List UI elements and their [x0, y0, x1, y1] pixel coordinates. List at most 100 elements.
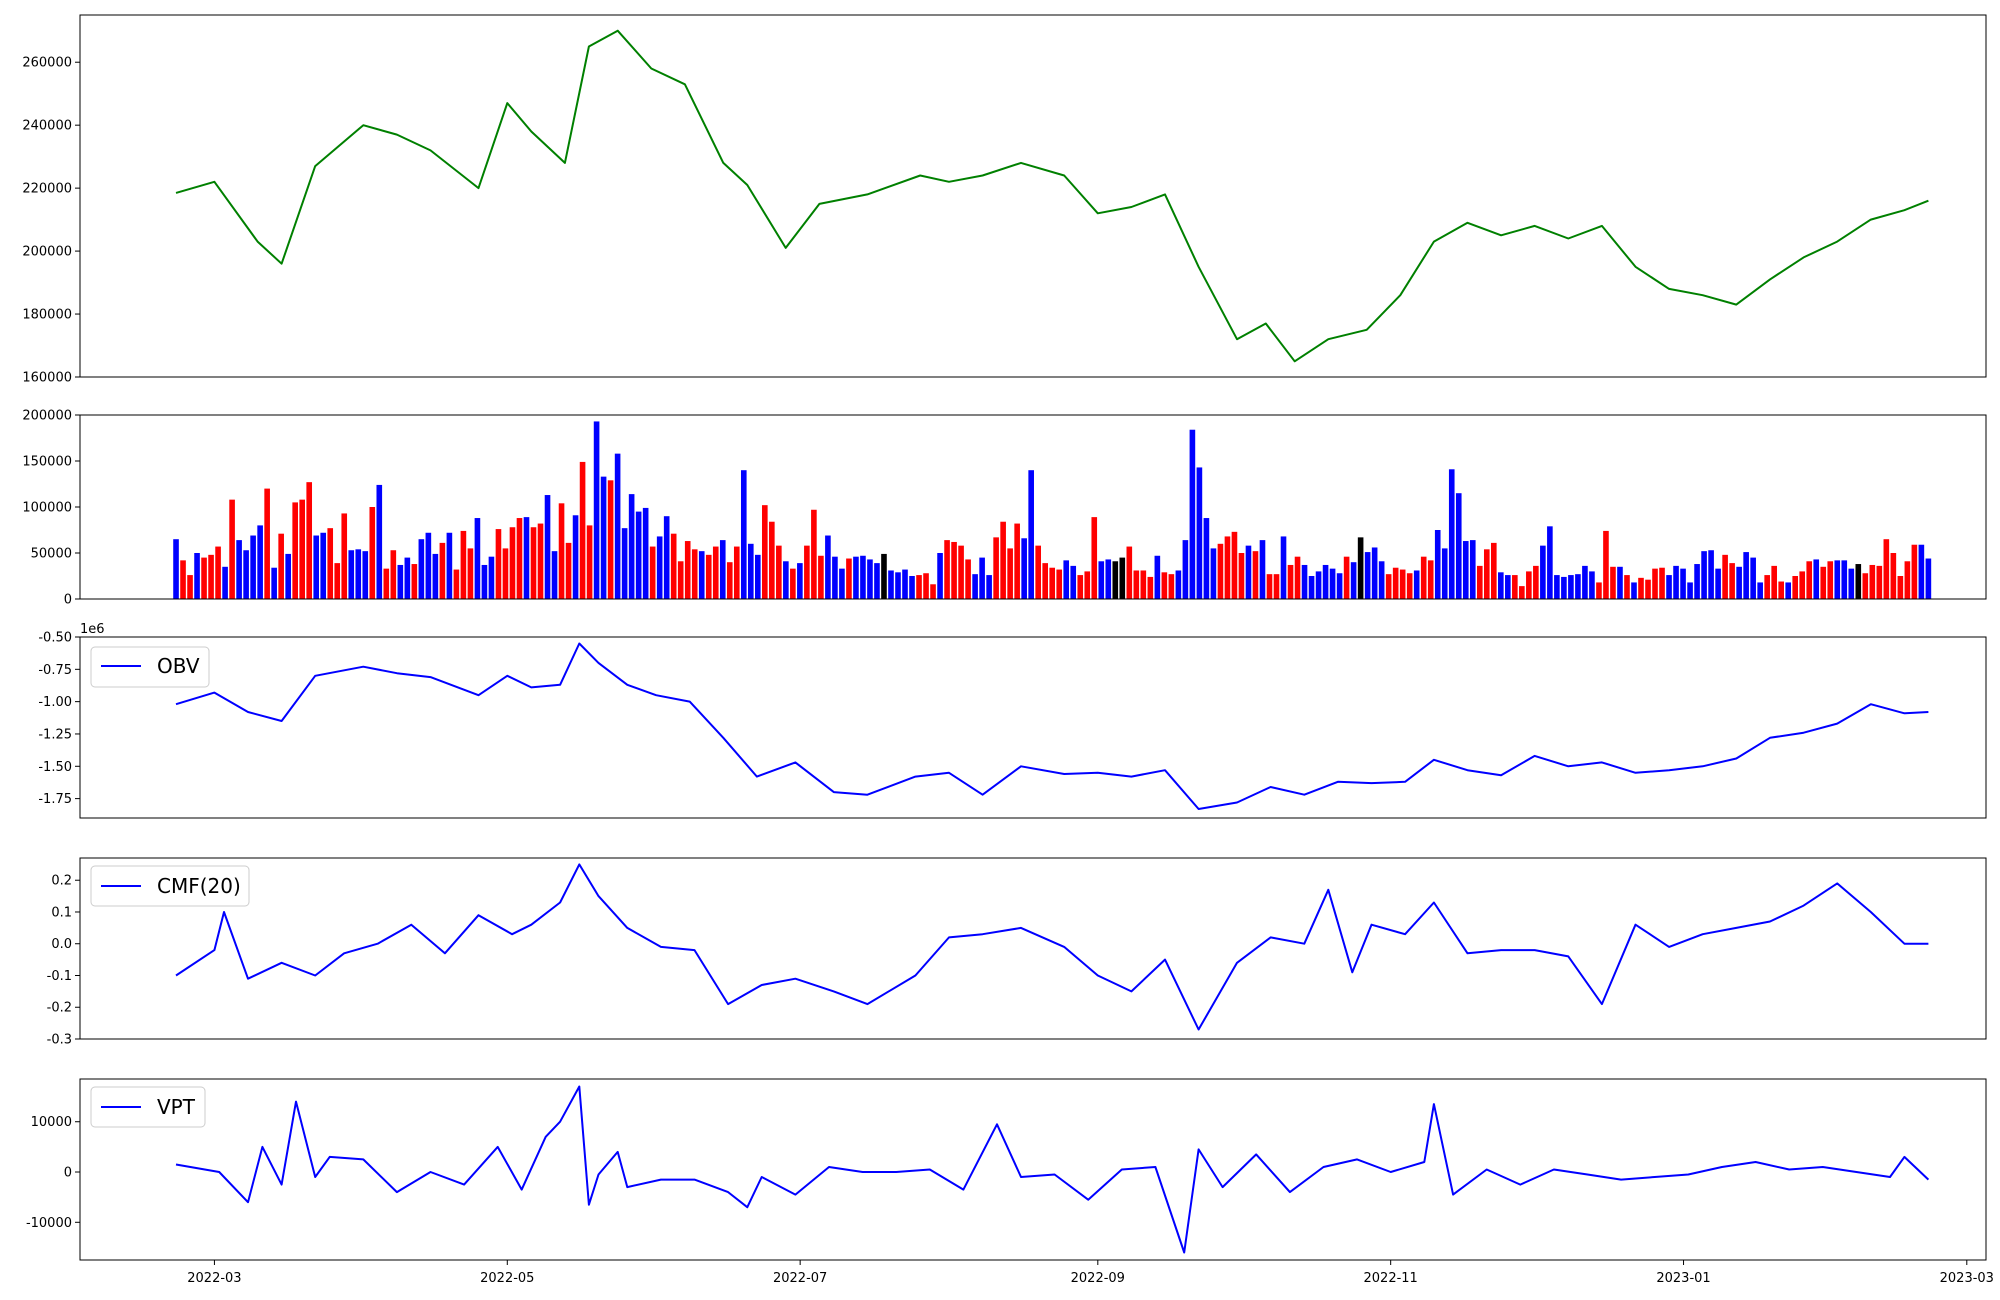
volume-bar [397, 564, 404, 599]
volume-bar [804, 545, 810, 599]
volume-bar [481, 564, 488, 599]
volume-bar [1596, 582, 1602, 599]
volume-bar [187, 575, 193, 599]
vpt-panel: -10000 0 10000 VPT [26, 1078, 1987, 1261]
volume-bar [1315, 571, 1322, 599]
volume-bar [1505, 575, 1511, 599]
y-tick-label: 180000 [22, 308, 72, 323]
volume-bar [1259, 540, 1266, 599]
volume-bar [1729, 563, 1735, 599]
volume-bar [488, 556, 495, 599]
volume-bar [271, 567, 277, 599]
volume-bar [1701, 551, 1707, 599]
volume-bar [1203, 518, 1210, 599]
volume-bar [1413, 570, 1420, 599]
volume-bar [502, 548, 509, 599]
volume-bar [194, 553, 200, 599]
volume-bar [593, 421, 600, 599]
volume-bar [383, 568, 390, 599]
volume-bar [1448, 469, 1455, 599]
volume-bar [236, 540, 242, 599]
y-tick-label: -1.50 [38, 760, 72, 775]
volume-bar [670, 533, 677, 599]
volume-bar [1182, 540, 1189, 599]
series-line [175, 1085, 1930, 1254]
volume-bar [1084, 571, 1091, 599]
price-axes-frame [79, 14, 1987, 378]
volume-bar [460, 530, 467, 599]
volume-bar [257, 525, 263, 599]
volume-bar [551, 551, 558, 599]
x-tick-label: 2022-11 [1364, 1271, 1418, 1286]
y-tick-label: -0.3 [47, 1033, 72, 1048]
y-tick-label: 160000 [22, 371, 72, 386]
volume-bar [1280, 536, 1287, 599]
cmf-legend: CMF(20) [90, 865, 250, 907]
date-x-axis: 2022-03 2022-05 2022-07 2022-09 2022-11 2023-… [187, 1260, 1994, 1286]
volume-bar [895, 572, 901, 599]
volume-bar [649, 546, 656, 599]
volume-bar [1147, 576, 1154, 599]
y-tick-label: -1.00 [38, 695, 72, 710]
volume-bar [1589, 571, 1595, 599]
volume-bar [656, 536, 663, 599]
volume-bar [1217, 543, 1224, 599]
volume-bar [299, 499, 305, 599]
volume-bar [1547, 526, 1553, 599]
volume-bar [1694, 564, 1700, 599]
vpt-line-group [175, 1085, 1930, 1254]
volume-bar [579, 461, 586, 599]
volume-bar [1063, 560, 1070, 599]
volume-bar [1883, 539, 1890, 599]
volume-bar [1434, 530, 1441, 599]
volume-bar [1014, 523, 1020, 599]
y-tick-label: 260000 [22, 56, 72, 71]
volume-bar [1617, 566, 1623, 599]
volume-bar [418, 539, 425, 599]
y-tick-label: -1.25 [38, 727, 72, 742]
volume-bar [1792, 576, 1799, 599]
vpt-axes-frame [79, 1078, 1987, 1261]
y-tick-label: 200000 [22, 245, 72, 260]
volume-bar [1308, 576, 1315, 599]
y-tick-label: 220000 [22, 182, 72, 197]
volume-bar [769, 521, 775, 599]
volume-bar [663, 516, 670, 599]
x-tick-label: 2022-07 [773, 1271, 827, 1286]
volume-bar [832, 556, 838, 599]
volume-bar [733, 546, 740, 599]
volume-bar [860, 555, 866, 599]
obv-line-group [175, 642, 1929, 810]
volume-bar [425, 532, 432, 599]
volume-bar [1238, 553, 1245, 599]
volume-bar [320, 532, 327, 599]
volume-bar [1042, 563, 1048, 599]
volume-bar [790, 568, 796, 599]
x-tick-label: 2022-05 [480, 1271, 534, 1286]
volume-bar [1736, 566, 1742, 599]
obv-panel: -0.50 -0.75 -1.00 -1.25 -1.50 -1.75 1e6 OBV [38, 622, 1987, 819]
volume-bar [1329, 568, 1336, 599]
y-tick-label: 50000 [31, 547, 72, 562]
volume-bar [1498, 572, 1504, 599]
volume-bar [306, 482, 313, 599]
volume-bar [292, 502, 298, 599]
volume-bar [1687, 582, 1693, 599]
volume-bar [979, 557, 985, 599]
volume-bar [614, 453, 621, 599]
volume-bar [1582, 565, 1588, 599]
price-panel: 160000 180000 200000 220000 240000 260000 [22, 14, 1987, 386]
volume-bar [1469, 540, 1476, 599]
volume-bar [180, 560, 186, 599]
x-tick-label: 2023-03 [1940, 1271, 1994, 1286]
volume-bar [1161, 572, 1168, 599]
volume-bar [1301, 564, 1308, 599]
volume-bar [215, 546, 221, 599]
volume-bar [1568, 575, 1574, 599]
volume-bar [1371, 547, 1378, 599]
volume-bar [747, 543, 754, 599]
volume-bar [1245, 545, 1252, 599]
volume-bar [264, 488, 270, 599]
volume-bar [1890, 553, 1897, 599]
obv-offset-label: 1e6 [80, 622, 105, 637]
